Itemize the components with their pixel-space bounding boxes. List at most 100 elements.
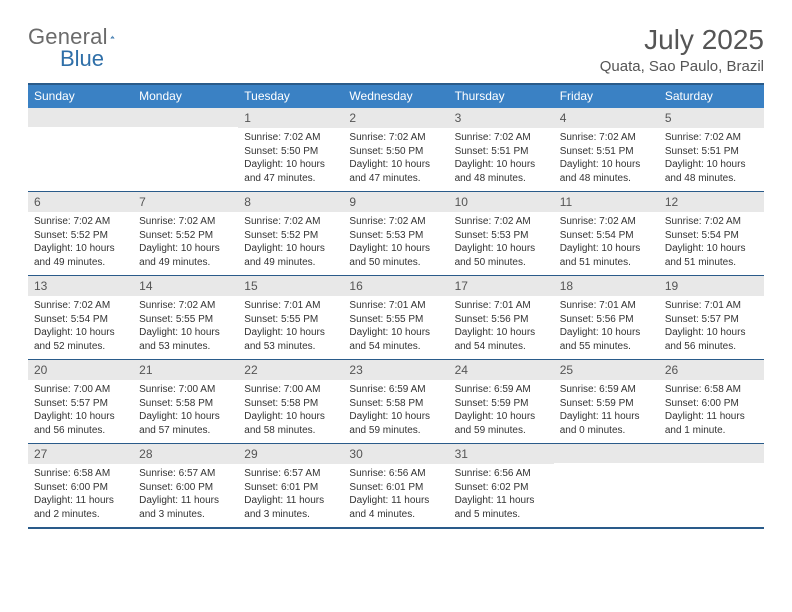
day-number: 9: [343, 192, 448, 212]
day-header-row: SundayMondayTuesdayWednesdayThursdayFrid…: [28, 85, 764, 108]
day-number: 12: [659, 192, 764, 212]
day-content: Sunrise: 7:02 AMSunset: 5:51 PMDaylight:…: [449, 128, 554, 191]
daylight-text: Daylight: 10 hours and 56 minutes.: [34, 410, 127, 437]
sunrise-text: Sunrise: 7:01 AM: [665, 299, 758, 313]
day-cell: 11Sunrise: 7:02 AMSunset: 5:54 PMDayligh…: [554, 192, 659, 275]
sunset-text: Sunset: 5:57 PM: [34, 397, 127, 411]
week-row: 27Sunrise: 6:58 AMSunset: 6:00 PMDayligh…: [28, 443, 764, 527]
sunset-text: Sunset: 5:55 PM: [139, 313, 232, 327]
sunrise-text: Sunrise: 7:01 AM: [560, 299, 653, 313]
day-number: 29: [238, 444, 343, 464]
day-number: 28: [133, 444, 238, 464]
day-cell: 14Sunrise: 7:02 AMSunset: 5:55 PMDayligh…: [133, 276, 238, 359]
sunset-text: Sunset: 5:56 PM: [560, 313, 653, 327]
day-content: Sunrise: 7:02 AMSunset: 5:54 PMDaylight:…: [659, 212, 764, 275]
daylight-text: Daylight: 10 hours and 56 minutes.: [665, 326, 758, 353]
day-header-cell: Saturday: [659, 85, 764, 108]
day-content: Sunrise: 7:01 AMSunset: 5:55 PMDaylight:…: [343, 296, 448, 359]
sunrise-text: Sunrise: 6:56 AM: [455, 467, 548, 481]
sunset-text: Sunset: 5:51 PM: [665, 145, 758, 159]
day-number: 4: [554, 108, 659, 128]
day-number: 22: [238, 360, 343, 380]
day-number: 15: [238, 276, 343, 296]
day-content: Sunrise: 6:59 AMSunset: 5:59 PMDaylight:…: [449, 380, 554, 443]
day-content: Sunrise: 7:01 AMSunset: 5:56 PMDaylight:…: [554, 296, 659, 359]
daylight-text: Daylight: 10 hours and 50 minutes.: [349, 242, 442, 269]
day-number: [554, 444, 659, 463]
day-header-cell: Sunday: [28, 85, 133, 108]
sunrise-text: Sunrise: 7:01 AM: [349, 299, 442, 313]
sunrise-text: Sunrise: 6:59 AM: [560, 383, 653, 397]
daylight-text: Daylight: 10 hours and 48 minutes.: [455, 158, 548, 185]
daylight-text: Daylight: 11 hours and 4 minutes.: [349, 494, 442, 521]
day-number: 31: [449, 444, 554, 464]
daylight-text: Daylight: 10 hours and 49 minutes.: [244, 242, 337, 269]
day-number: [133, 108, 238, 127]
sunrise-text: Sunrise: 7:02 AM: [560, 131, 653, 145]
sunrise-text: Sunrise: 7:02 AM: [244, 215, 337, 229]
day-cell: [28, 108, 133, 191]
day-content: Sunrise: 7:02 AMSunset: 5:51 PMDaylight:…: [554, 128, 659, 191]
day-number: 13: [28, 276, 133, 296]
logo-sail-icon: [110, 27, 115, 47]
day-content: Sunrise: 7:02 AMSunset: 5:55 PMDaylight:…: [133, 296, 238, 359]
daylight-text: Daylight: 10 hours and 59 minutes.: [455, 410, 548, 437]
daylight-text: Daylight: 11 hours and 2 minutes.: [34, 494, 127, 521]
day-cell: 16Sunrise: 7:01 AMSunset: 5:55 PMDayligh…: [343, 276, 448, 359]
logo-word-blue: Blue: [60, 46, 104, 72]
daylight-text: Daylight: 10 hours and 53 minutes.: [139, 326, 232, 353]
day-header-cell: Tuesday: [238, 85, 343, 108]
sunrise-text: Sunrise: 7:02 AM: [665, 215, 758, 229]
sunset-text: Sunset: 5:52 PM: [139, 229, 232, 243]
sunrise-text: Sunrise: 7:02 AM: [455, 215, 548, 229]
day-number: 11: [554, 192, 659, 212]
sunrise-text: Sunrise: 7:02 AM: [349, 215, 442, 229]
day-content: Sunrise: 7:02 AMSunset: 5:54 PMDaylight:…: [554, 212, 659, 275]
day-cell: 24Sunrise: 6:59 AMSunset: 5:59 PMDayligh…: [449, 360, 554, 443]
sunset-text: Sunset: 6:02 PM: [455, 481, 548, 495]
sunset-text: Sunset: 5:58 PM: [349, 397, 442, 411]
day-content: Sunrise: 7:00 AMSunset: 5:57 PMDaylight:…: [28, 380, 133, 443]
day-header-cell: Wednesday: [343, 85, 448, 108]
sunrise-text: Sunrise: 6:58 AM: [34, 467, 127, 481]
sunset-text: Sunset: 5:55 PM: [244, 313, 337, 327]
day-number: 1: [238, 108, 343, 128]
sunset-text: Sunset: 5:53 PM: [349, 229, 442, 243]
day-content: Sunrise: 7:02 AMSunset: 5:50 PMDaylight:…: [238, 128, 343, 191]
daylight-text: Daylight: 10 hours and 58 minutes.: [244, 410, 337, 437]
daylight-text: Daylight: 10 hours and 47 minutes.: [244, 158, 337, 185]
day-cell: 10Sunrise: 7:02 AMSunset: 5:53 PMDayligh…: [449, 192, 554, 275]
day-content: Sunrise: 6:57 AMSunset: 6:01 PMDaylight:…: [238, 464, 343, 527]
day-content: Sunrise: 6:58 AMSunset: 6:00 PMDaylight:…: [659, 380, 764, 443]
daylight-text: Daylight: 11 hours and 1 minute.: [665, 410, 758, 437]
day-cell: 3Sunrise: 7:02 AMSunset: 5:51 PMDaylight…: [449, 108, 554, 191]
day-number: 5: [659, 108, 764, 128]
sunrise-text: Sunrise: 7:02 AM: [139, 299, 232, 313]
sunrise-text: Sunrise: 7:02 AM: [455, 131, 548, 145]
page-header: General July 2025 Quata, Sao Paulo, Braz…: [28, 24, 764, 75]
day-content: Sunrise: 6:59 AMSunset: 5:59 PMDaylight:…: [554, 380, 659, 443]
sunset-text: Sunset: 6:00 PM: [665, 397, 758, 411]
sunset-text: Sunset: 5:58 PM: [139, 397, 232, 411]
sunset-text: Sunset: 5:57 PM: [665, 313, 758, 327]
sunrise-text: Sunrise: 6:59 AM: [349, 383, 442, 397]
sunrise-text: Sunrise: 7:00 AM: [34, 383, 127, 397]
week-row: 6Sunrise: 7:02 AMSunset: 5:52 PMDaylight…: [28, 191, 764, 275]
day-content: Sunrise: 7:02 AMSunset: 5:53 PMDaylight:…: [449, 212, 554, 275]
day-content: Sunrise: 7:02 AMSunset: 5:52 PMDaylight:…: [28, 212, 133, 275]
sunset-text: Sunset: 5:59 PM: [455, 397, 548, 411]
daylight-text: Daylight: 10 hours and 48 minutes.: [665, 158, 758, 185]
day-number: 8: [238, 192, 343, 212]
day-content: Sunrise: 7:02 AMSunset: 5:54 PMDaylight:…: [28, 296, 133, 359]
day-cell: 30Sunrise: 6:56 AMSunset: 6:01 PMDayligh…: [343, 444, 448, 527]
sunset-text: Sunset: 5:59 PM: [560, 397, 653, 411]
day-header-cell: Friday: [554, 85, 659, 108]
day-cell: 6Sunrise: 7:02 AMSunset: 5:52 PMDaylight…: [28, 192, 133, 275]
sunrise-text: Sunrise: 7:02 AM: [34, 299, 127, 313]
sunset-text: Sunset: 5:54 PM: [665, 229, 758, 243]
sunset-text: Sunset: 5:53 PM: [455, 229, 548, 243]
calendar: SundayMondayTuesdayWednesdayThursdayFrid…: [28, 83, 764, 529]
day-cell: 15Sunrise: 7:01 AMSunset: 5:55 PMDayligh…: [238, 276, 343, 359]
daylight-text: Daylight: 10 hours and 51 minutes.: [560, 242, 653, 269]
daylight-text: Daylight: 10 hours and 54 minutes.: [349, 326, 442, 353]
